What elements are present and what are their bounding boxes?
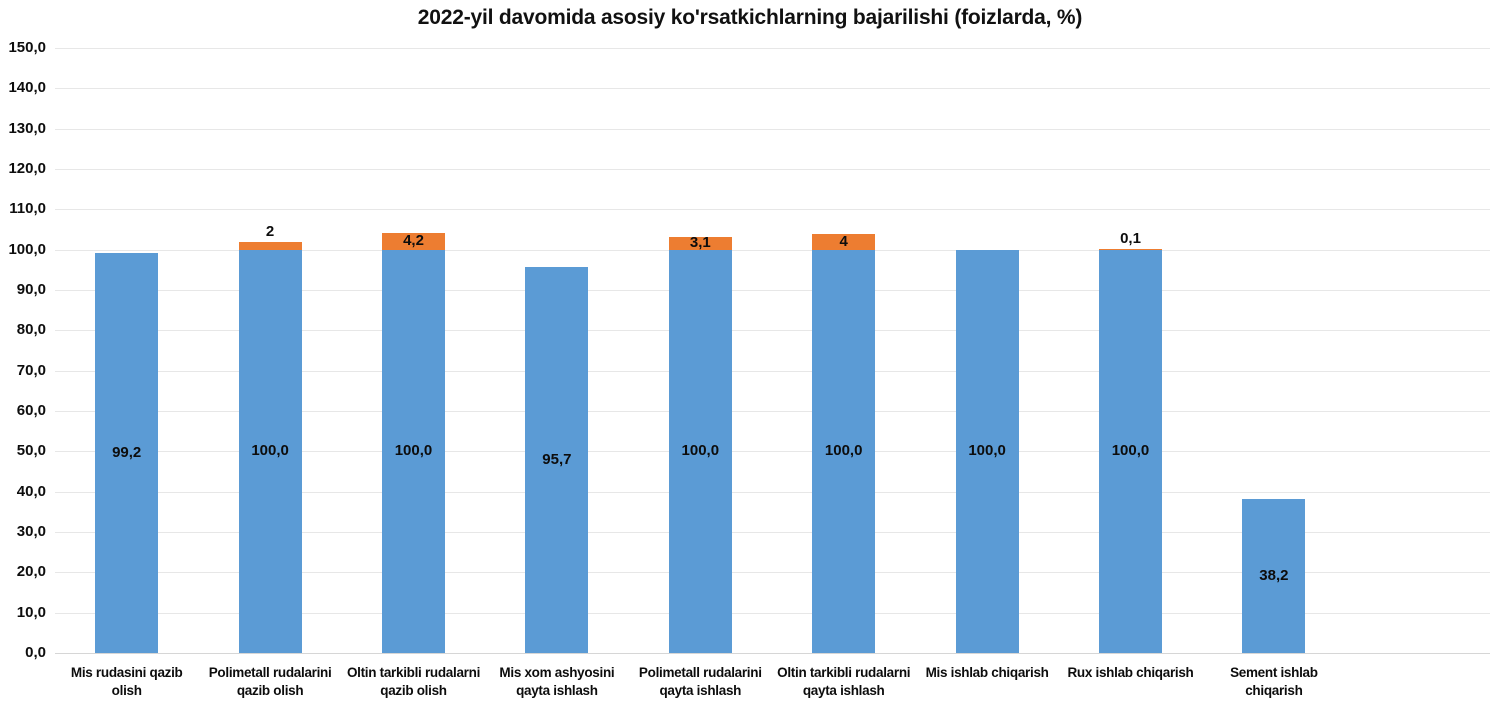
y-axis-tick-label: 130,0 (8, 119, 46, 137)
bar-value-label: 100,0 (394, 442, 433, 460)
bar-segment-primary (525, 267, 589, 653)
x-axis-category-label-line: qayta ishlash (802, 683, 885, 698)
x-axis-category-label: Oltin tarkibli rudalarni qayta ishlash (739, 664, 949, 700)
gridline (55, 330, 1490, 332)
bar-value-label: 100,0 (824, 442, 863, 460)
bar-segment-primary (1242, 498, 1306, 653)
y-axis-tick-label: 80,0 (16, 321, 46, 339)
bar-segment-primary (238, 249, 302, 653)
overrun-value-label: 2 (265, 222, 275, 240)
gridline (55, 451, 1490, 453)
x-axis-category-label-line: Oltin tarkibli rudalarni (777, 665, 911, 680)
gridline (55, 88, 1490, 90)
gridline (55, 532, 1490, 533)
y-axis-tick-label: 100,0 (8, 240, 46, 258)
y-axis-tick-label: 10,0 (16, 603, 46, 621)
y-axis-tick-label: 50,0 (16, 442, 46, 460)
bar-segment-primary (812, 249, 876, 653)
chart-title: 2022-yil davomida asosiy ko'rsatkichlarn… (417, 6, 1083, 29)
overrun-value-label: 0,1 (1120, 230, 1141, 248)
gridline (55, 290, 1490, 291)
y-axis-tick-label: 150,0 (8, 39, 46, 56)
gridline (55, 612, 1490, 614)
x-axis-category-label-line: Polimetall rudalarini (638, 665, 762, 680)
gridline (55, 209, 1490, 211)
overrun-value-label: 4,2 (403, 232, 424, 250)
gridline (55, 572, 1490, 574)
bar-value-label: 38,2 (1259, 566, 1289, 584)
gridline (55, 491, 1490, 493)
bar-segment-primary (1099, 249, 1162, 653)
y-axis-tick-label: 20,0 (16, 563, 46, 581)
bar-segment-primary (668, 249, 732, 653)
y-axis-tick-label: 110,0 (9, 200, 46, 218)
gridline (55, 128, 1490, 130)
gridline (55, 48, 1490, 49)
gridline (55, 249, 1490, 251)
bar-value-label: 100,0 (968, 442, 1006, 460)
x-axis-category-label-line: Oltin tarkibli rudalarni (346, 665, 481, 680)
x-axis-category-label: Mis xom ashyosini qayta ishlash (452, 664, 662, 700)
x-axis-category-label-line: qazib olish (380, 683, 447, 698)
bar-segment-overrun (668, 237, 732, 250)
x-axis-category-label-line: Mis ishlab chiqarish (925, 665, 1049, 680)
x-axis-category-label: Polimetall rudalarini qazib olish (165, 664, 375, 700)
x-axis-category-label-line: olish (111, 683, 142, 698)
y-axis-tick-label: 0,0 (25, 644, 46, 661)
y-axis-tick-label: 40,0 (16, 482, 46, 500)
x-axis-category-label: Mis rudasini qazib olish (22, 664, 232, 700)
bar-segment-primary (95, 252, 159, 653)
x-axis-category-label-line: Mis xom ashyosini (499, 665, 615, 680)
x-axis-category-label-line: qayta ishlash (659, 683, 742, 698)
gridline (55, 370, 1490, 372)
x-axis-category-label-line: Mis rudasini qazib (70, 665, 183, 680)
y-axis-tick-label: 90,0 (16, 281, 46, 298)
y-axis-tick-label: 70,0 (16, 361, 46, 379)
bar-segment-overrun (382, 232, 445, 250)
x-axis-category-label: Mis ishlab chiqarish (882, 664, 1092, 682)
bar-segment-overrun (812, 233, 876, 250)
x-axis-category-label: Oltin tarkibli rudalarni qazib olish (309, 664, 519, 700)
gridline (55, 411, 1490, 412)
y-axis-tick-label: 60,0 (16, 402, 46, 419)
bar-value-label: 100,0 (681, 442, 720, 460)
x-axis-category-label-line: Sement ishlab (1230, 665, 1318, 680)
bar-segment-primary (955, 249, 1019, 653)
x-axis-category-label-line: qazib olish (236, 683, 304, 698)
x-axis-category-label: Polimetall rudalarini qayta ishlash (595, 664, 805, 700)
bar-value-label: 99,2 (112, 443, 142, 461)
overrun-value-label: 4 (839, 232, 848, 250)
x-axis-category-label-line: qayta ishlash (516, 683, 598, 698)
x-axis-category-label: Rux ishlab chiqarish (1026, 664, 1236, 682)
x-axis-category-label: Sement ishlab chiqarish (1169, 664, 1379, 700)
x-axis-category-label-line: Polimetall rudalarini (208, 665, 332, 680)
x-axis-category-label-line: Rux ishlab chiqarish (1067, 665, 1194, 680)
x-axis-category-label-line: chiqarish (1245, 683, 1303, 698)
bar-value-label: 100,0 (1111, 442, 1150, 460)
gridline (55, 169, 1490, 170)
y-axis-tick-label: 30,0 (16, 523, 46, 540)
bar-segment-primary (382, 249, 445, 653)
bar-value-label: 95,7 (542, 451, 572, 468)
bar-value-label: 100,0 (251, 442, 289, 460)
y-axis-tick-label: 140,0 (8, 79, 46, 97)
overrun-value-label: 3,1 (689, 234, 711, 252)
y-axis-tick-label: 120,0 (8, 160, 46, 177)
x-axis-line (55, 653, 1490, 654)
bar-segment-overrun (238, 241, 302, 250)
